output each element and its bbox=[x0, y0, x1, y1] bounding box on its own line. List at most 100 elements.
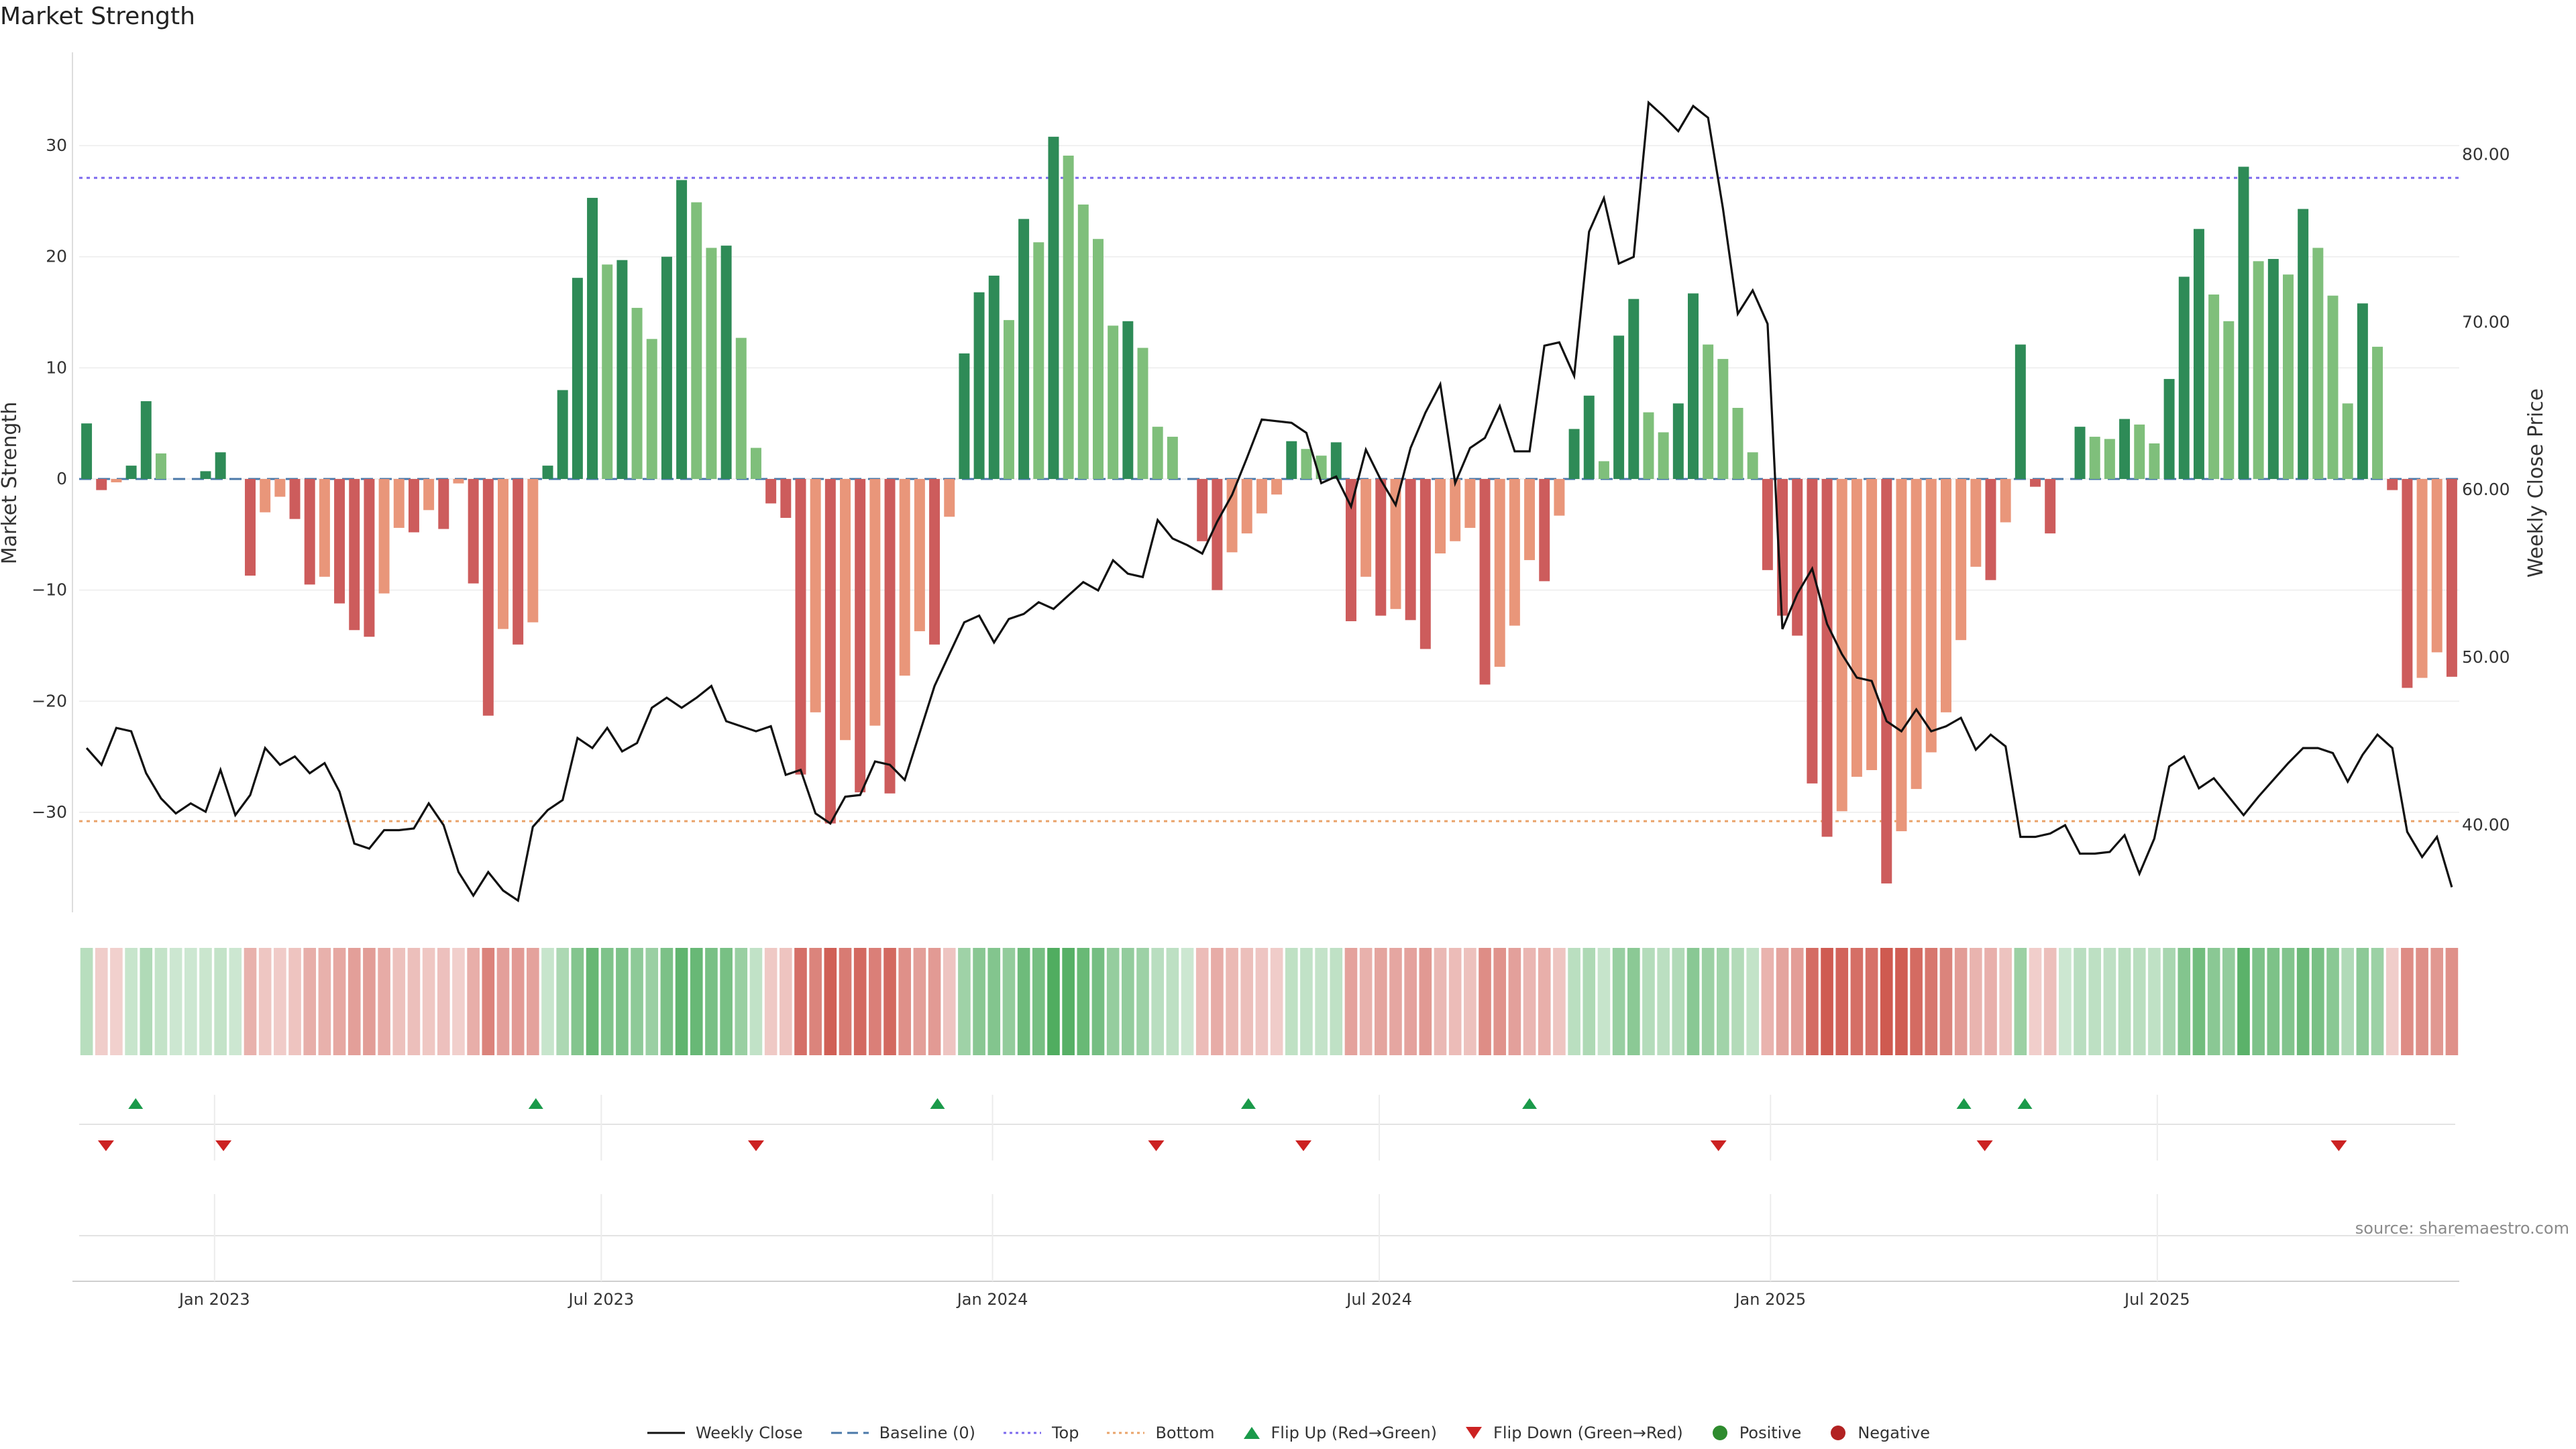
strength-bar bbox=[602, 264, 613, 479]
strip-cell bbox=[824, 948, 837, 1055]
strip-cell bbox=[1790, 948, 1804, 1055]
strength-bar bbox=[408, 479, 419, 533]
strip-cell bbox=[2326, 948, 2339, 1055]
strength-bar bbox=[1762, 479, 1773, 570]
strip-cell bbox=[1032, 948, 1045, 1055]
legend-baseline-label: Baseline (0) bbox=[879, 1424, 975, 1442]
strip-cell bbox=[1701, 948, 1715, 1055]
strength-bar bbox=[542, 466, 553, 479]
strength-bar bbox=[676, 180, 688, 479]
left-axis: −30 −20 −10 0 10 20 30 bbox=[32, 52, 73, 912]
strength-bar bbox=[1003, 320, 1014, 479]
strip-cell bbox=[1151, 948, 1165, 1055]
strip-cell bbox=[2416, 948, 2428, 1055]
strip-cell bbox=[244, 948, 257, 1055]
y2-tick-label: 80.00 bbox=[2462, 144, 2510, 164]
strip-cell bbox=[541, 948, 554, 1055]
strip-cell bbox=[1686, 948, 1700, 1055]
x-axis: Jan 2023 Jul 2023 Jan 2024 Jul 2024 Jan 2025… bbox=[72, 1095, 2459, 1309]
strip-cell bbox=[1954, 948, 1968, 1055]
strength-bar bbox=[1301, 449, 1312, 479]
strip-cell bbox=[452, 948, 465, 1055]
strength-bar bbox=[1524, 479, 1536, 560]
strip-cell bbox=[1300, 948, 1313, 1055]
x-tick-label: Jul 2025 bbox=[2123, 1290, 2190, 1309]
strip-cell bbox=[809, 948, 822, 1055]
strip-cell bbox=[1553, 948, 1566, 1055]
legend-bottom: Bottom bbox=[1106, 1424, 1215, 1442]
strip-cell bbox=[437, 948, 450, 1055]
strip-cell bbox=[1255, 948, 1269, 1055]
strength-bar bbox=[1256, 479, 1267, 514]
strip-cell bbox=[1419, 948, 1432, 1055]
strength-bar bbox=[1271, 479, 1283, 495]
strip-cell bbox=[2371, 948, 2384, 1055]
strength-bar bbox=[1241, 479, 1252, 534]
flip-up-marker bbox=[128, 1098, 144, 1109]
strip-cell bbox=[571, 948, 584, 1055]
legend-weekly-close-label: Weekly Close bbox=[695, 1424, 803, 1442]
strength-bar bbox=[2134, 424, 2145, 479]
strip-cell bbox=[2312, 948, 2324, 1055]
flip-up-marker bbox=[2017, 1098, 2033, 1109]
strip-cell bbox=[1776, 948, 1789, 1055]
strength-bar bbox=[780, 479, 792, 518]
strength-bar bbox=[1866, 479, 1878, 770]
strip-cell bbox=[1612, 948, 1625, 1055]
strength-bar bbox=[2089, 437, 2100, 479]
legend-flip-up: Flip Up (Red→Green) bbox=[1242, 1424, 1437, 1442]
weekly-close-line bbox=[85, 100, 2453, 903]
strength-bar bbox=[1419, 479, 1431, 649]
strength-bar bbox=[914, 479, 925, 631]
strength-bar bbox=[140, 401, 152, 479]
x-tick-label: Jan 2024 bbox=[956, 1290, 1028, 1309]
strength-bar bbox=[959, 353, 970, 479]
strip-cell bbox=[1538, 948, 1551, 1055]
strength-bar bbox=[527, 479, 539, 623]
strength-bar bbox=[1985, 479, 1996, 580]
strip-cell bbox=[839, 948, 852, 1055]
strength-bar bbox=[631, 307, 643, 479]
x-tick-label: Jul 2023 bbox=[568, 1290, 635, 1309]
strength-bar bbox=[2267, 259, 2279, 479]
strength-bar bbox=[1643, 412, 1654, 479]
strength-bar bbox=[2372, 346, 2383, 479]
strip-cell bbox=[1582, 948, 1596, 1055]
flip-markers bbox=[79, 1098, 2455, 1236]
y2-tick-label: 60.00 bbox=[2462, 480, 2510, 499]
strip-cell bbox=[2401, 948, 2414, 1055]
strip-cell bbox=[1672, 948, 1685, 1055]
y-tick-label: 20 bbox=[46, 247, 67, 266]
strength-bar bbox=[260, 479, 271, 513]
strip-cell bbox=[422, 948, 435, 1055]
strip-cell bbox=[735, 948, 748, 1055]
strength-bar bbox=[1940, 479, 1951, 712]
flip-up-marker bbox=[1240, 1098, 1256, 1109]
strength-bar bbox=[1450, 479, 1461, 541]
strength-bar bbox=[2119, 419, 2131, 479]
strength-bar bbox=[1792, 479, 1803, 636]
strip-cell bbox=[2207, 948, 2220, 1055]
legend: Weekly Close Baseline (0) Top Bottom Fli… bbox=[0, 1424, 2576, 1442]
strip-cell bbox=[482, 948, 495, 1055]
strip-cell bbox=[363, 948, 376, 1055]
strength-bar bbox=[482, 479, 494, 716]
flip-down-marker bbox=[1710, 1140, 1727, 1151]
strength-bar bbox=[1688, 293, 1699, 479]
strength-bar bbox=[2104, 439, 2115, 479]
strip-cell bbox=[1359, 948, 1373, 1055]
y-tick-label: −30 bbox=[32, 802, 67, 822]
strip-cell bbox=[600, 948, 614, 1055]
strip-cell bbox=[2192, 948, 2206, 1055]
strip-cell bbox=[749, 948, 763, 1055]
strength-bar bbox=[1108, 325, 1119, 479]
strength-bar bbox=[1077, 204, 1089, 479]
strength-bar bbox=[2298, 209, 2309, 479]
strip-cell bbox=[1939, 948, 1953, 1055]
strip-cell bbox=[913, 948, 926, 1055]
strip-cell bbox=[2385, 948, 2399, 1055]
strength-bar bbox=[1836, 479, 1847, 812]
strength-bar bbox=[616, 260, 628, 479]
strip-cell bbox=[2430, 948, 2444, 1055]
strength-bar bbox=[1212, 479, 1223, 590]
